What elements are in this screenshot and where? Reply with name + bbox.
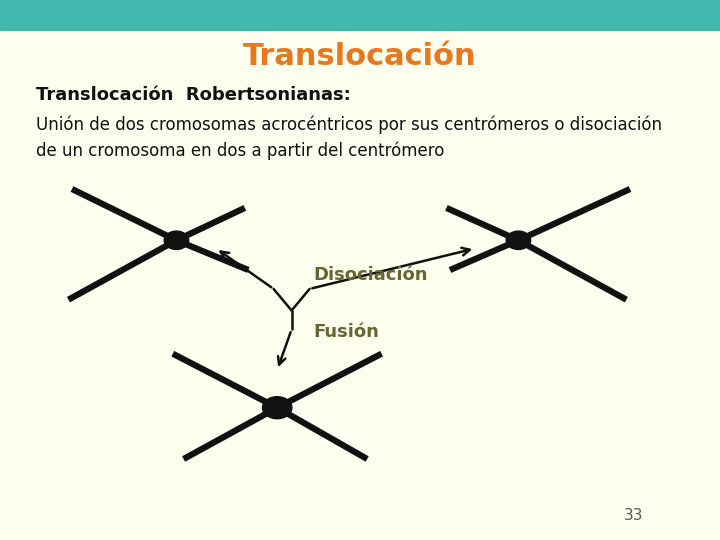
Text: Fusión: Fusión [313,323,379,341]
Text: 33: 33 [624,508,644,523]
Circle shape [506,231,531,249]
Bar [0,0,720,30]
Circle shape [263,397,292,418]
Circle shape [164,231,189,249]
Text: Unión de dos cromosomas acrocéntricos por sus centrómeros o disociación
de un cr: Unión de dos cromosomas acrocéntricos po… [36,116,662,160]
Text: Disociación: Disociación [313,266,428,285]
Text: Translocación: Translocación [243,42,477,71]
Text: Translocación  Robertsonianas:: Translocación Robertsonianas: [36,85,351,104]
